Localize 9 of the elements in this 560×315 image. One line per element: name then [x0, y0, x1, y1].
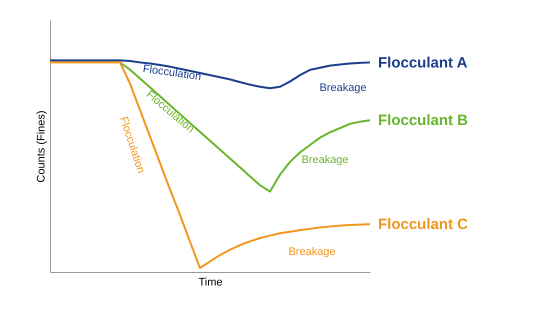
- series-label: Flocculant B: [378, 112, 468, 130]
- y-axis-title: Counts (Fines): [36, 110, 48, 183]
- series-label: Flocculant C: [378, 216, 468, 234]
- annotation: Breakage: [319, 82, 367, 94]
- x-axis-title: Time: [198, 276, 223, 288]
- annotation: Breakage: [301, 154, 349, 166]
- series-label: Flocculant A: [378, 54, 468, 72]
- annotation: Flocculation: [142, 62, 202, 84]
- annotation: Breakage: [288, 246, 336, 258]
